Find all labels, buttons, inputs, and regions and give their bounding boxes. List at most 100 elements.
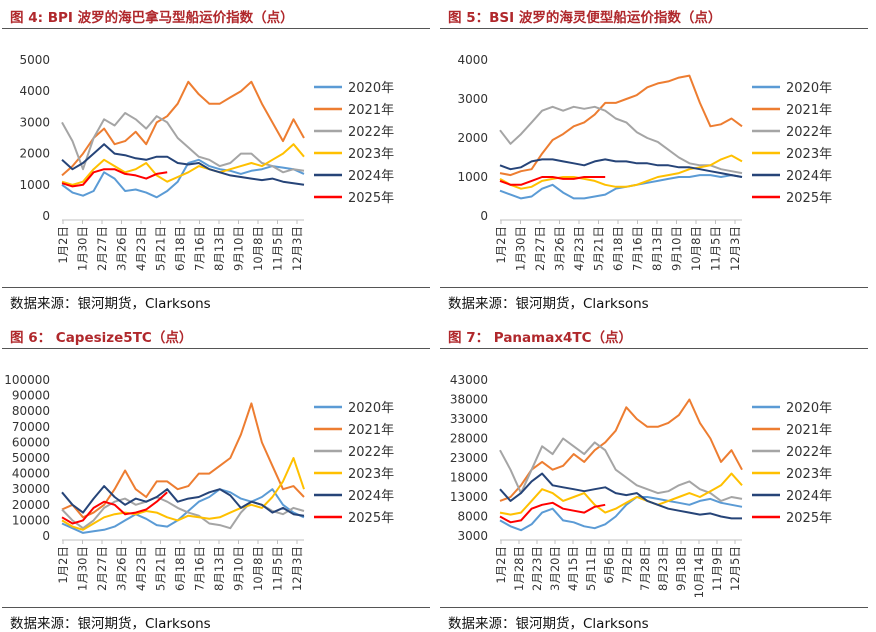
series-line-2022 bbox=[499, 105, 743, 175]
series-line-2020 bbox=[499, 496, 743, 532]
y-tick-label: 23000 bbox=[450, 451, 488, 465]
y-tick-label: 2000 bbox=[457, 131, 488, 145]
series-line-2022 bbox=[61, 112, 305, 174]
y-tick-label: 0 bbox=[480, 209, 488, 223]
legend-label: 2020年 bbox=[786, 401, 832, 416]
source-divider bbox=[2, 607, 430, 608]
series-line-2024 bbox=[499, 158, 743, 178]
x-tick-label: 1月28日 bbox=[512, 546, 526, 591]
x-tick-label: 10月8日 bbox=[251, 226, 265, 271]
x-tick-label: 4月23日 bbox=[572, 226, 586, 271]
source-note: 数据来源：银河期货，Clarksons bbox=[448, 616, 649, 632]
x-tick-label: 7月16日 bbox=[631, 226, 645, 271]
x-tick-label: 11月9日 bbox=[710, 546, 724, 591]
source-divider bbox=[440, 607, 868, 608]
x-tick-label: 3月26日 bbox=[115, 546, 129, 591]
y-tick-label: 0 bbox=[42, 209, 50, 223]
x-tick-label: 2月27日 bbox=[533, 226, 547, 271]
legend-label: 2024年 bbox=[786, 169, 832, 184]
series-line-2025 bbox=[61, 491, 168, 525]
y-tick-label: 50000 bbox=[12, 451, 50, 465]
x-tick-label: 12月3日 bbox=[290, 226, 304, 271]
y-tick-label: 60000 bbox=[12, 435, 50, 449]
legend-label: 2023年 bbox=[786, 147, 832, 162]
legend-label: 2022年 bbox=[786, 125, 832, 140]
legend-label: 2020年 bbox=[348, 401, 394, 416]
y-tick-label: 18000 bbox=[450, 471, 488, 485]
legend-label: 2022年 bbox=[786, 445, 832, 460]
x-tick-label: 4月23日 bbox=[134, 226, 148, 271]
title-divider bbox=[440, 28, 868, 29]
legend-label: 2025年 bbox=[348, 511, 394, 526]
x-tick-label: 6月6日 bbox=[602, 546, 616, 584]
x-tick-label: 7月28日 bbox=[638, 546, 652, 591]
source-note: 数据来源：银河期货，Clarksons bbox=[448, 296, 649, 312]
title-divider bbox=[440, 348, 868, 349]
x-tick-label: 7月16日 bbox=[193, 546, 207, 591]
x-tick-label: 10月8日 bbox=[251, 546, 265, 591]
legend-label: 2024年 bbox=[348, 489, 394, 504]
x-tick-label: 5月21日 bbox=[592, 226, 606, 271]
legend-label: 2021年 bbox=[348, 103, 394, 118]
y-tick-label: 10000 bbox=[12, 513, 50, 527]
legend-label: 2020年 bbox=[786, 81, 832, 96]
y-tick-label: 3000 bbox=[457, 92, 488, 106]
y-tick-label: 30000 bbox=[12, 482, 50, 496]
series-line-2025 bbox=[499, 501, 606, 524]
y-tick-label: 38000 bbox=[450, 393, 488, 407]
x-tick-label: 10月8日 bbox=[689, 226, 703, 271]
y-tick-label: 90000 bbox=[12, 389, 50, 403]
y-tick-label: 2000 bbox=[19, 147, 50, 161]
legend-label: 2023年 bbox=[348, 467, 394, 482]
x-tick-label: 9月10日 bbox=[232, 546, 246, 591]
legend-label: 2023年 bbox=[786, 467, 832, 482]
x-tick-label: 1月30日 bbox=[76, 226, 90, 271]
legend-label: 2021年 bbox=[786, 103, 832, 118]
x-tick-label: 10月14日 bbox=[692, 546, 706, 598]
legend-label: 2022年 bbox=[348, 445, 394, 460]
source-note: 数据来源：银河期货，Clarksons bbox=[10, 616, 211, 632]
y-tick-label: 1000 bbox=[457, 170, 488, 184]
x-tick-label: 1月2日 bbox=[494, 226, 508, 264]
series-line-2024 bbox=[61, 143, 305, 186]
legend-label: 2022年 bbox=[348, 125, 394, 140]
chart-panel-capesize: 图 6： Capesize5TC（点） 0 10000 20000 30000 4000… bbox=[0, 320, 434, 632]
x-tick-label: 3月26日 bbox=[553, 226, 567, 271]
legend-label: 2021年 bbox=[348, 423, 394, 438]
x-tick-label: 4月15日 bbox=[566, 546, 580, 591]
legend-label: 2021年 bbox=[786, 423, 832, 438]
x-tick-label: 2月27日 bbox=[95, 546, 109, 591]
x-tick-label: 1月2日 bbox=[56, 226, 70, 264]
panamax-chart: 3000 8000 13000 18000 23000 28000 33000 38000 43… bbox=[450, 373, 832, 598]
series-line-2024 bbox=[499, 472, 742, 520]
y-tick-label: 28000 bbox=[450, 432, 488, 446]
series-line-2025 bbox=[61, 168, 168, 188]
source-divider bbox=[2, 287, 430, 288]
x-tick-label: 6月18日 bbox=[173, 226, 187, 271]
legend-label: 2023年 bbox=[348, 147, 394, 162]
y-tick-label: 20000 bbox=[12, 498, 50, 512]
title-divider bbox=[2, 348, 430, 349]
chart-title: 图 5：BSI 波罗的海灵便型船运价指数（点） bbox=[448, 10, 722, 26]
y-tick-label: 33000 bbox=[450, 412, 488, 426]
x-tick-label: 9月18日 bbox=[674, 546, 688, 591]
x-tick-label: 1月30日 bbox=[76, 546, 90, 591]
chart-panel-panamax: 图 7： Panamax4TC（点） 3000 8000 13000 18000 230… bbox=[438, 320, 872, 632]
x-tick-label: 9月10日 bbox=[670, 226, 684, 271]
legend-label: 2020年 bbox=[348, 81, 394, 96]
series-line-2021 bbox=[499, 74, 743, 177]
x-tick-label: 12月3日 bbox=[290, 546, 304, 591]
x-tick-label: 1月30日 bbox=[514, 226, 528, 271]
chart-panel-bsi: 图 5：BSI 波罗的海灵便型船运价指数（点） 0 1000 2000 3000 400… bbox=[438, 0, 872, 312]
x-tick-label: 7月16日 bbox=[193, 226, 207, 271]
x-tick-label: 5月11日 bbox=[584, 546, 598, 591]
x-tick-label: 3月26日 bbox=[115, 226, 129, 271]
x-tick-label: 8月13日 bbox=[650, 226, 664, 271]
y-tick-label: 43000 bbox=[450, 373, 488, 387]
y-tick-label: 80000 bbox=[12, 404, 50, 418]
x-tick-label: 2月23日 bbox=[530, 546, 544, 591]
series-line-2024 bbox=[61, 485, 305, 517]
chart-title: 图 4: BPI 波罗的海巴拿马型船运价指数（点） bbox=[10, 10, 294, 26]
y-tick-label: 100000 bbox=[4, 373, 50, 387]
